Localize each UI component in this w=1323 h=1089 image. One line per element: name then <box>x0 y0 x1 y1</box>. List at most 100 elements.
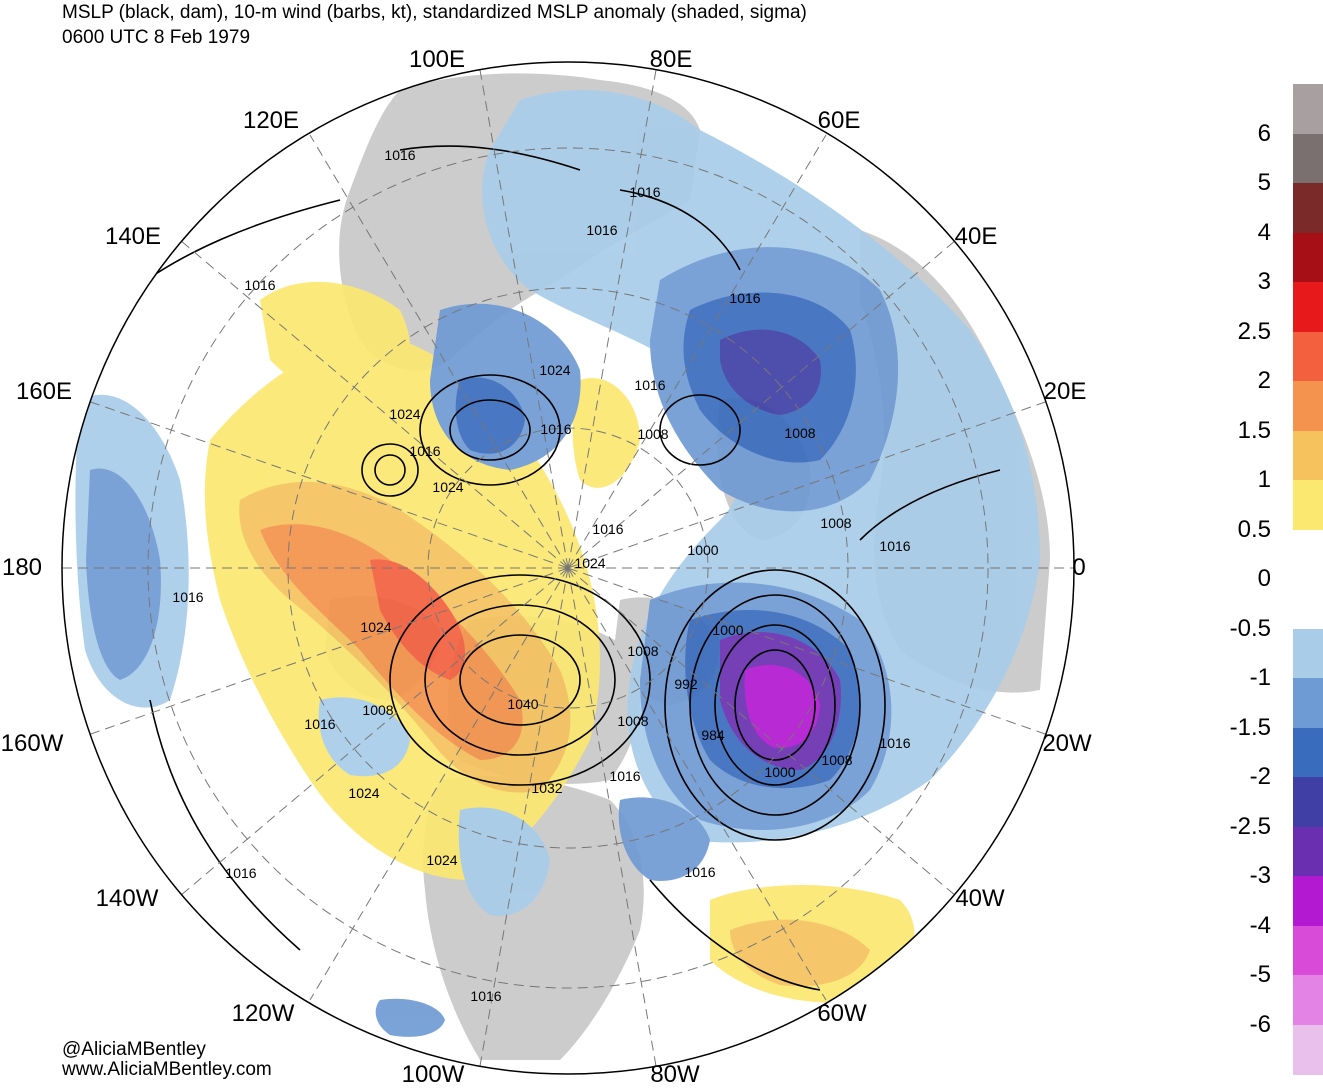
lon-label-60w: 60W <box>817 1000 867 1027</box>
isobar-labels: 1016 1016 1016 1016 1016 1024 1024 1016 … <box>172 147 910 1004</box>
colorbar-swatch <box>1293 1024 1323 1075</box>
colorbar-swatch <box>1293 628 1323 679</box>
isobar-label: 1008 <box>821 752 852 768</box>
colorbar-swatch <box>1293 183 1323 233</box>
colorbar-swatch <box>1293 430 1323 481</box>
colorbar-label: 0 <box>1257 565 1271 592</box>
colorbar-label: -0.5 <box>1229 614 1271 642</box>
lon-label-160e: 160E <box>15 378 73 405</box>
isobar-label: 1016 <box>172 589 203 605</box>
anomaly-neg-labrador <box>618 797 710 881</box>
colorbar-label: -2 <box>1249 763 1271 790</box>
lon-label-160w: 160W <box>0 730 64 757</box>
colorbar-label: -5 <box>1249 961 1271 988</box>
anomaly-neg-east-pacific <box>318 697 410 777</box>
isobar-label: 1024 <box>360 619 391 635</box>
isobar-label: 1016 <box>409 443 440 459</box>
anomaly-1p5-atlantic <box>730 919 870 987</box>
isobar-label: 1016 <box>592 521 623 537</box>
isobar-label: 1040 <box>507 696 538 712</box>
isobar-label: 1016 <box>629 184 660 200</box>
colorbar-label: 5 <box>1257 169 1271 196</box>
colorbar-label: -6 <box>1249 1010 1271 1038</box>
isobar-label: 1016 <box>244 277 275 293</box>
colorbar-swatch <box>1293 232 1323 283</box>
isobar-label: 1000 <box>764 764 795 780</box>
colorbar-swatch <box>1293 678 1323 728</box>
colorbar-swatch <box>1293 480 1323 530</box>
isobar-label: 1024 <box>348 785 379 801</box>
isobar-label: 1008 <box>627 643 658 659</box>
graticule <box>62 69 1074 1067</box>
isobar-label: 1008 <box>362 702 393 718</box>
isobar-label: 1016 <box>470 988 501 1004</box>
anomaly-pos-arctic <box>572 378 640 488</box>
isobar-label: 1016 <box>879 538 910 554</box>
isobar-label: 1016 <box>225 865 256 881</box>
anomaly-pos-siberia <box>260 281 411 410</box>
anomaly-shading <box>75 90 1040 1037</box>
isobar-label: 1016 <box>586 222 617 238</box>
colorbar-swatch <box>1293 579 1323 629</box>
isobar-label: 1024 <box>432 479 463 495</box>
colorbar-label: 4 <box>1257 218 1271 246</box>
isobar-label: 1016 <box>729 290 760 306</box>
isobar-label: 1016 <box>634 377 665 393</box>
isobar-label: 1008 <box>637 426 668 442</box>
isobar-label: 1024 <box>426 852 457 868</box>
colorbar-label: 2 <box>1257 367 1271 394</box>
isobar-label: 1024 <box>389 406 420 422</box>
colorbar-label: 3 <box>1257 268 1271 295</box>
isobar-label: 1016 <box>609 768 640 784</box>
colorbar-label: 2.5 <box>1237 317 1271 345</box>
colorbar-label: 6 <box>1257 119 1271 147</box>
anomaly-m1p5-pacific <box>86 468 161 680</box>
colorbar-label: 0.5 <box>1237 515 1271 543</box>
lon-label-80e: 80E <box>649 46 693 73</box>
chart-title: MSLP (black, dam), 10-m wind (barbs, kt)… <box>62 2 807 23</box>
credit-twitter: @AliciaMBentley <box>62 1039 206 1060</box>
colorbar-swatch <box>1293 727 1323 778</box>
anomaly-m2-east-siberia <box>455 377 525 454</box>
colorbar-label: -2.5 <box>1229 812 1271 840</box>
lon-label-60e: 60E <box>817 107 861 134</box>
lon-label-100e: 100E <box>408 46 466 73</box>
lon-label-120w: 120W <box>231 1000 295 1027</box>
anomaly-neg-canada <box>458 807 550 916</box>
isobar-label: 1024 <box>574 555 605 571</box>
isobar-label: 1008 <box>617 713 648 729</box>
colorbar-swatch <box>1293 529 1323 580</box>
isobar-label: 1016 <box>879 735 910 751</box>
colorbar-swatch <box>1293 777 1323 827</box>
isobar-label: 1000 <box>712 622 743 638</box>
colorbar-swatch <box>1293 826 1323 877</box>
isobar-label: 1016 <box>684 864 715 880</box>
lon-label-180: 180 <box>1 554 43 581</box>
isobar-label: 1000 <box>687 542 718 558</box>
colorbar-swatch <box>1293 925 1323 976</box>
anomaly-m4-atlantic <box>744 664 820 749</box>
anomaly-neg-south-pacific <box>375 998 445 1037</box>
lon-label-120e: 120E <box>242 107 300 134</box>
colorbar-label: -3 <box>1249 862 1271 889</box>
colorbar-swatch <box>1293 331 1323 382</box>
isobar-label: 1016 <box>384 147 415 163</box>
lon-label-0: 0 <box>1072 554 1086 581</box>
lon-label-40w: 40W <box>955 885 1005 912</box>
lon-label-20w: 20W <box>1042 730 1092 757</box>
valid-time: 0600 UTC 8 Feb 1979 <box>62 27 251 48</box>
colorbar-label: -1 <box>1249 664 1271 691</box>
anomaly-2-pacific <box>260 524 523 760</box>
colorbar-label: 1 <box>1257 466 1271 493</box>
isobar-label: 1008 <box>784 425 815 441</box>
colorbar-swatch <box>1293 282 1323 332</box>
isobar-label: 992 <box>674 676 698 692</box>
colorbar <box>1293 84 1323 1075</box>
lon-label-80w: 80W <box>650 1061 700 1088</box>
colorbar-label: -4 <box>1249 911 1271 939</box>
colorbar-swatch <box>1293 381 1323 431</box>
colorbar-label: 1.5 <box>1237 416 1271 444</box>
isobar-label: 1016 <box>304 716 335 732</box>
colorbar-swatch <box>1293 133 1323 184</box>
